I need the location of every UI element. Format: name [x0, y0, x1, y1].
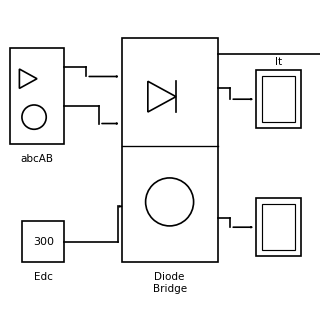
Bar — [256, 198, 301, 256]
Text: Edc: Edc — [34, 272, 52, 282]
Text: Diode
Bridge: Diode Bridge — [153, 272, 187, 294]
Bar — [262, 204, 295, 250]
Bar — [262, 76, 295, 122]
Bar — [22, 221, 64, 262]
Bar — [10, 48, 64, 144]
Bar — [122, 38, 218, 262]
Text: abcAB: abcAB — [20, 154, 53, 164]
Text: It: It — [275, 57, 282, 67]
Bar — [256, 70, 301, 128]
Text: 300: 300 — [33, 236, 54, 247]
